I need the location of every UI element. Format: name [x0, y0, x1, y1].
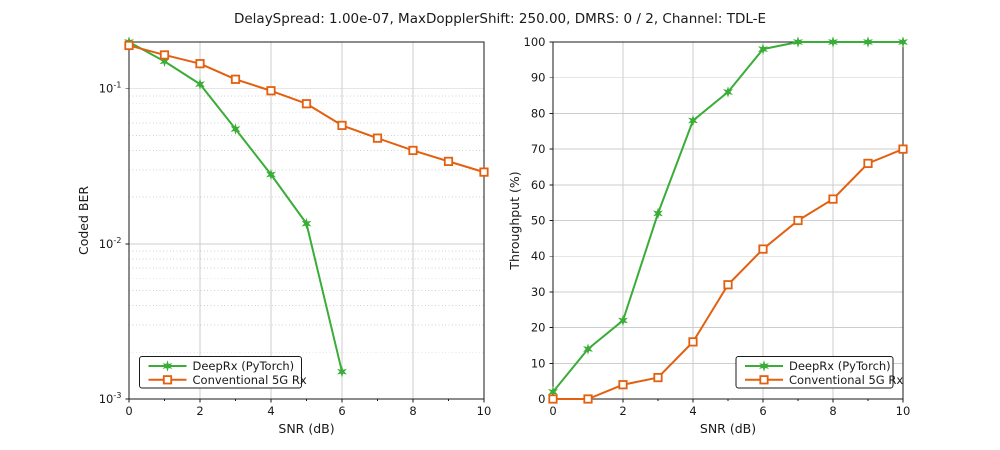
square-marker [230, 74, 241, 84]
square-marker [195, 59, 205, 69]
square-marker [898, 144, 908, 154]
y-tick-label: 10-3 [99, 390, 122, 406]
square-marker [408, 145, 418, 156]
star-marker [653, 207, 663, 220]
grid-lines [553, 42, 903, 399]
star-marker [337, 365, 347, 378]
y-tick-label: 100 [524, 35, 546, 49]
square-marker [124, 40, 134, 51]
conventional-series [548, 144, 908, 404]
figure-title: DelaySpread: 1.00e-07, MaxDopplerShift: … [233, 11, 767, 27]
x-tick-label: 6 [338, 404, 345, 418]
conventional-line [128, 44, 485, 174]
square-marker [618, 380, 628, 390]
square-marker [828, 194, 838, 204]
y-tick-label: 10-1 [99, 80, 122, 96]
x-axis-label: SNR (dB) [700, 421, 756, 436]
legend-label: Conventional 5G Rx [193, 373, 307, 387]
x-tick-label: 8 [829, 404, 836, 418]
square-marker [758, 244, 768, 254]
legend: DeepRx (PyTorch)Conventional 5G Rx [735, 356, 903, 389]
conventional-series [124, 40, 489, 177]
star-marker [793, 36, 803, 48]
square-marker [266, 86, 276, 96]
legend-label: DeepRx (PyTorch) [193, 359, 295, 373]
legend-label: DeepRx (PyTorch) [789, 359, 891, 373]
square-marker [863, 158, 873, 168]
y-tick-label: 60 [531, 178, 546, 192]
x-tick-label: 0 [125, 404, 132, 418]
square-marker [583, 394, 593, 404]
square-marker [793, 215, 803, 226]
y-tick-label: 90 [531, 71, 546, 85]
star-marker [583, 343, 593, 355]
star-marker [758, 43, 768, 55]
deeprx-series [548, 36, 908, 398]
star-marker [548, 386, 558, 398]
x-tick-label: 10 [896, 404, 911, 418]
square-marker [723, 280, 733, 290]
axis-ticks: 0 2 4 6 8 10 10-1 10-2 10-3 [99, 80, 492, 418]
y-tick-label: 10 [531, 356, 546, 370]
star-marker [723, 86, 733, 98]
star-marker [688, 114, 698, 127]
y-tick-label: 70 [531, 142, 546, 156]
star-marker [266, 168, 276, 181]
square-marker [337, 120, 347, 131]
deeprx-line [128, 41, 343, 373]
legend-label: Conventional 5G Rx [789, 373, 903, 387]
x-tick-label: 0 [549, 404, 556, 418]
x-tick-label: 4 [267, 404, 274, 418]
ber-chart: 0 2 4 6 8 10 10-1 10-2 10-3 SNR (dB) Coded BER Deep… [76, 36, 491, 436]
y-tick-label: 20 [531, 321, 546, 335]
square-marker [301, 99, 312, 109]
star-marker [898, 36, 908, 48]
y-tick-label: 30 [531, 285, 546, 299]
x-tick-label: 8 [409, 404, 416, 418]
star-marker [828, 36, 838, 48]
x-tick-label: 4 [689, 404, 696, 418]
conventional-markers [124, 40, 489, 177]
x-tick-label: 10 [477, 404, 492, 418]
x-tick-label: 2 [619, 404, 626, 418]
y-axis-label: Coded BER [76, 186, 91, 255]
conventional-markers [548, 144, 908, 404]
star-marker [759, 360, 769, 372]
square-marker [653, 372, 663, 383]
square-marker [688, 337, 698, 347]
deeprx-markers [548, 36, 908, 398]
x-axis-label: SNR (dB) [278, 421, 334, 436]
square-marker [759, 375, 769, 385]
star-marker [863, 36, 873, 48]
x-tick-label: 6 [759, 404, 766, 418]
star-marker [301, 217, 312, 230]
y-tick-label: 50 [531, 214, 546, 228]
y-tick-label: 0 [538, 392, 545, 406]
square-marker [372, 133, 383, 143]
star-marker [618, 314, 628, 327]
square-marker [548, 394, 558, 404]
square-marker [162, 375, 173, 385]
star-marker [162, 360, 173, 372]
legend: DeepRx (PyTorch)Conventional 5G Rx [139, 356, 307, 389]
deeprx-markers [124, 36, 347, 378]
x-tick-label: 2 [196, 404, 203, 418]
square-marker [159, 50, 170, 60]
y-axis-label: Throughput (%) [507, 171, 522, 270]
y-tick-label: 40 [531, 249, 546, 263]
star-marker [195, 78, 205, 90]
square-marker [479, 167, 489, 177]
grid-lines [129, 42, 484, 399]
square-marker [443, 156, 454, 166]
star-marker [230, 123, 241, 135]
star-marker [159, 55, 170, 68]
deeprx-series [124, 36, 347, 378]
y-tick-label: 80 [531, 106, 546, 120]
y-tick-label: 10-2 [99, 235, 122, 251]
